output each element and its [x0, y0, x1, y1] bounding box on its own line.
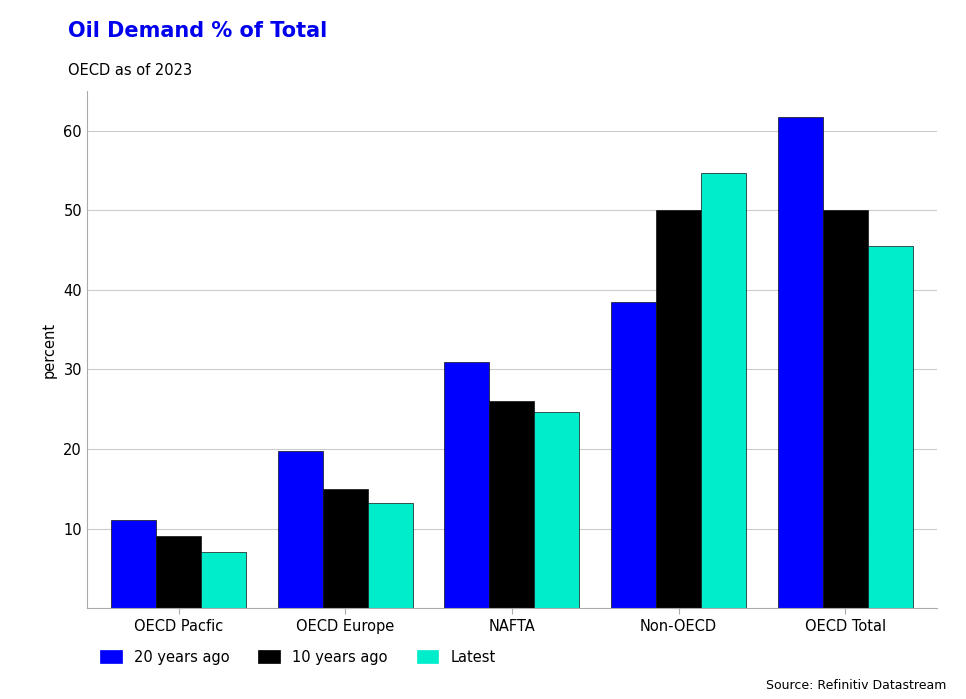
Bar	[156, 535, 201, 608]
Bar	[490, 401, 534, 608]
Bar	[611, 302, 656, 608]
Bar	[201, 552, 246, 608]
Legend: 20 years ago, 10 years ago, Latest: 20 years ago, 10 years ago, Latest	[95, 644, 501, 670]
Bar	[368, 503, 412, 608]
Text: OECD as of 2023: OECD as of 2023	[68, 63, 191, 78]
Bar	[656, 210, 701, 608]
Bar	[778, 117, 823, 608]
Y-axis label: percent: percent	[42, 322, 56, 377]
Bar	[278, 452, 323, 608]
Bar	[534, 412, 580, 608]
Bar	[323, 489, 368, 608]
Text: Oil Demand % of Total: Oil Demand % of Total	[68, 21, 327, 41]
Bar	[701, 173, 746, 608]
Bar	[867, 246, 913, 608]
Bar	[823, 210, 867, 608]
Text: Source: Refinitiv Datastream: Source: Refinitiv Datastream	[766, 679, 947, 692]
Bar	[111, 520, 156, 608]
Bar	[444, 362, 490, 608]
